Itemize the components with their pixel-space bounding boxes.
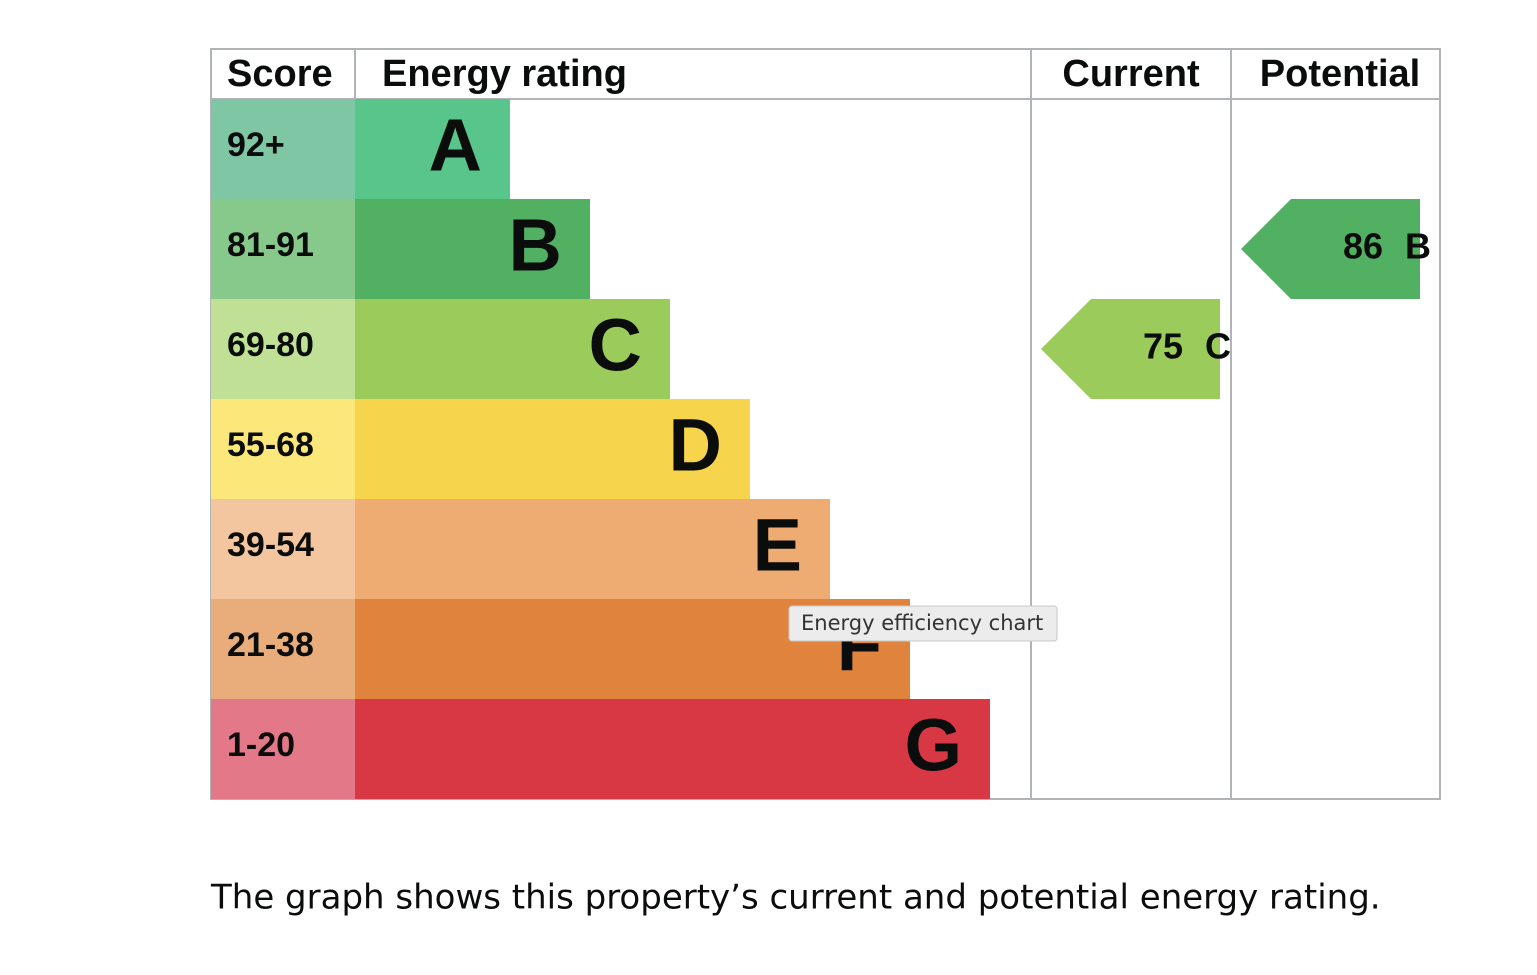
rating-letter: C: [589, 304, 642, 387]
score-range: 21-38: [227, 626, 314, 664]
rating-bar: [355, 699, 990, 799]
score-cell: [211, 299, 355, 399]
caption: The graph shows this property’s current …: [210, 878, 1381, 918]
potential-arrow: [1241, 199, 1420, 299]
rating-bar: [355, 399, 750, 499]
rating-letter: B: [509, 204, 562, 287]
rating-letter: D: [669, 404, 722, 487]
score-cell: [211, 499, 355, 599]
potential-score: 86: [1343, 226, 1383, 267]
rating-letter: G: [904, 704, 962, 787]
header-energy-rating: Energy rating: [382, 53, 627, 95]
score-cell: [211, 199, 355, 299]
header-current: Current: [1062, 53, 1200, 95]
rating-bar: [355, 299, 670, 399]
score-range: 1-20: [227, 726, 295, 764]
header-score: Score: [227, 53, 333, 95]
rating-letter: A: [429, 104, 482, 187]
tooltip-text: Energy efficiency chart: [801, 611, 1043, 635]
score-cell: [211, 699, 355, 799]
rating-bar: [355, 99, 510, 199]
tooltip-box: [788, 605, 1058, 642]
score-range: 92+: [227, 126, 285, 164]
score-cell: [211, 399, 355, 499]
score-range: 55-68: [227, 426, 314, 464]
rating-bar: [355, 199, 590, 299]
score-cell: [211, 99, 355, 199]
score-range: 69-80: [227, 326, 314, 364]
rating-bar: [355, 499, 830, 599]
score-range: 39-54: [227, 526, 314, 564]
score-range: 81-91: [227, 226, 314, 264]
current-arrow: [1041, 299, 1220, 399]
header-potential: Potential: [1260, 53, 1420, 95]
current-score: 75: [1143, 326, 1183, 367]
current-letter: C: [1205, 326, 1231, 367]
potential-letter: B: [1405, 226, 1431, 267]
rating-letter: E: [753, 504, 802, 587]
score-cell: [211, 599, 355, 699]
